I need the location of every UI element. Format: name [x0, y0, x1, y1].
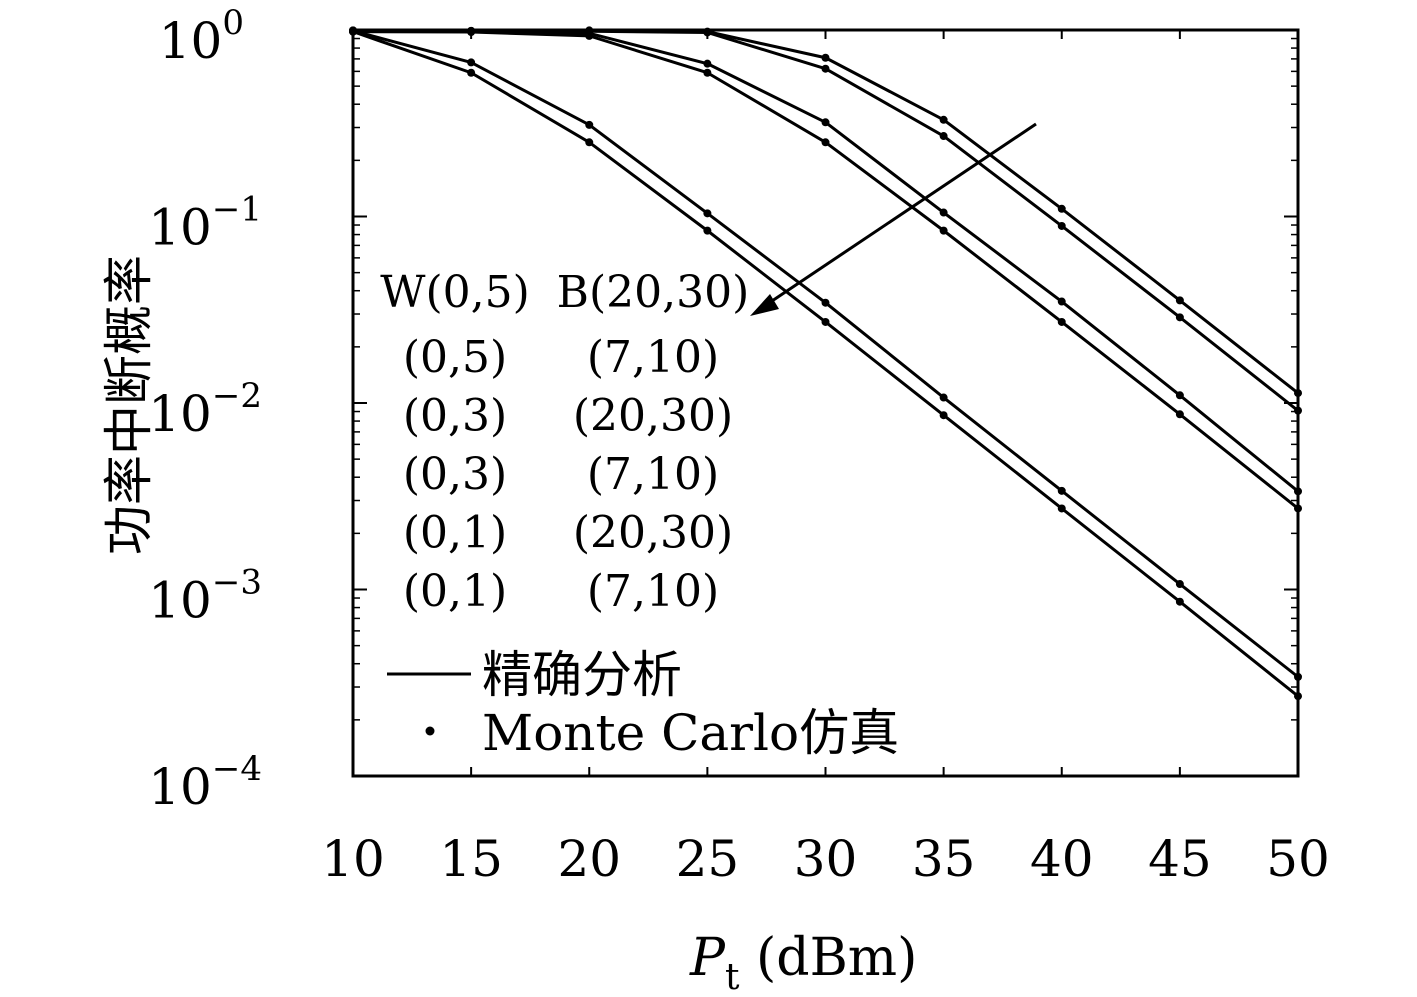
series-point [821, 53, 830, 62]
series-point [1057, 221, 1066, 230]
annotation-w-value: (0,3) [403, 449, 507, 500]
series-point [1175, 580, 1184, 589]
annotation-rows: (0,5) (7,10) (0,3) (20,30) (0,3) (7,10) (0,1) (… [403, 332, 733, 617]
annotation-w-value: (0,1) [403, 566, 507, 617]
x-tick-label: 35 [912, 830, 976, 888]
x-tick-label: 45 [1148, 830, 1212, 888]
x-axis-label: Pt (dBm) [689, 928, 917, 997]
y-tick-label: 10−1 [148, 190, 262, 257]
annotation-header-w: W(0,5) [380, 267, 530, 318]
series-point [703, 68, 712, 77]
series-point [821, 118, 830, 127]
series-point [821, 298, 830, 307]
series-point [585, 120, 594, 129]
x-tick-label: 30 [794, 830, 858, 888]
annotation-b-value: (7,10) [587, 332, 719, 383]
series-point [939, 393, 948, 402]
series-point [703, 59, 712, 68]
trend-arrow [750, 122, 1037, 316]
series-point [821, 317, 830, 326]
series-point [1057, 204, 1066, 213]
series-point [703, 226, 712, 235]
y-tick-labels: 100 10−1 10−2 10−3 10−4 [148, 3, 262, 816]
x-tick-label: 40 [1030, 830, 1094, 888]
annotation-header-b: B(20,30) [557, 267, 750, 318]
series-point [1175, 391, 1184, 400]
y-axis-label: 功率中断概率 [100, 255, 158, 555]
annotation-b-value: (7,10) [587, 449, 719, 500]
legend: 精确分析 Monte Carlo仿真 [387, 646, 899, 762]
x-tick-label: 10 [321, 830, 385, 888]
series-point [1057, 297, 1066, 306]
series-point [821, 138, 830, 147]
series-point [939, 132, 948, 141]
series-point [1175, 296, 1184, 305]
annotation-w-value: (0,5) [403, 332, 507, 383]
legend-dot-marker [425, 726, 435, 736]
y-tick-label: 10−3 [148, 563, 262, 630]
series-point [1057, 504, 1066, 513]
series-point [939, 208, 948, 217]
annotation-w-value: (0,3) [403, 391, 507, 442]
annotation-w-value: (0,1) [403, 508, 507, 559]
series-point [1175, 410, 1184, 419]
annotation-b-value: (20,30) [573, 508, 733, 559]
x-tick-labels: 10 15 20 25 30 35 40 45 50 [321, 830, 1330, 888]
series-point [467, 68, 476, 77]
x-tick-label: 20 [557, 830, 621, 888]
series-W(0,1)-B(7,10) [349, 27, 1302, 701]
series-point [1057, 486, 1066, 495]
annotation-b-value: (20,30) [573, 391, 733, 442]
series-point [939, 226, 948, 235]
y-tick-label: 100 [159, 3, 244, 70]
series-point [1057, 317, 1066, 326]
series-point [467, 58, 476, 67]
legend-label-exact: 精确分析 [482, 646, 682, 704]
series-point [1175, 313, 1184, 322]
series-point [939, 411, 948, 420]
series-point [939, 115, 948, 124]
plot-frame [351, 28, 1300, 778]
annotation-b-value: (7,10) [587, 566, 719, 617]
series-parameter-annotation: W(0,5) B(20,30) (0,5) (7,10)(0,3) (20,30)(… [380, 267, 749, 617]
series-point [1175, 597, 1184, 606]
y-tick-label: 10−4 [148, 749, 262, 816]
x-tick-label: 25 [676, 830, 740, 888]
x-tick-label: 15 [439, 830, 503, 888]
y-tick-label: 10−2 [148, 376, 262, 443]
legend-label-simulation: Monte Carlo仿真 [482, 704, 899, 762]
series-point [585, 138, 594, 147]
series-point [703, 209, 712, 218]
x-tick-label: 50 [1266, 830, 1330, 888]
series-point [821, 64, 830, 73]
